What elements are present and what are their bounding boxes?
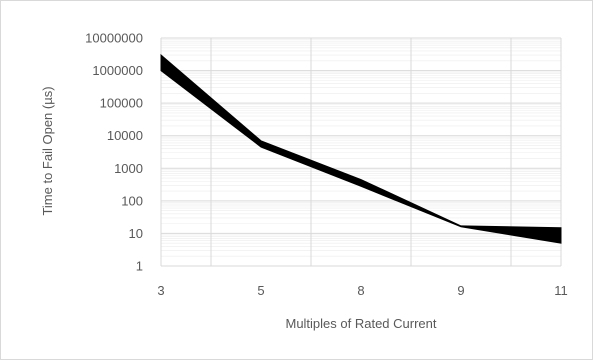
y-tick-label: 10000000 [85,31,143,46]
y-tick-label: 100 [121,193,143,208]
y-axis-title: Time to Fail Open (µs) [40,86,55,215]
y-tick-labels: 1 10 100 1000 10000 100000 1000000 10000000 [85,31,143,274]
y-tick-label: 100000 [100,96,143,111]
x-axis-title: Multiples of Rated Current [285,316,436,331]
y-tick-label: 10000 [107,128,143,143]
x-tick-label: 11 [554,283,568,298]
x-tick-label: 5 [257,283,264,298]
x-tick-labels: 3 5 8 9 11 [157,283,567,298]
y-tick-label: 1 [136,259,143,274]
x-tick-label: 9 [457,283,464,298]
x-tick-label: 8 [357,283,364,298]
y-tick-label: 1000000 [92,63,143,78]
grid-lines [161,37,561,267]
time-to-fail-band [160,53,562,244]
y-tick-label: 1000 [114,161,143,176]
x-tick-label: 3 [157,283,164,298]
y-tick-label: 10 [129,226,143,241]
